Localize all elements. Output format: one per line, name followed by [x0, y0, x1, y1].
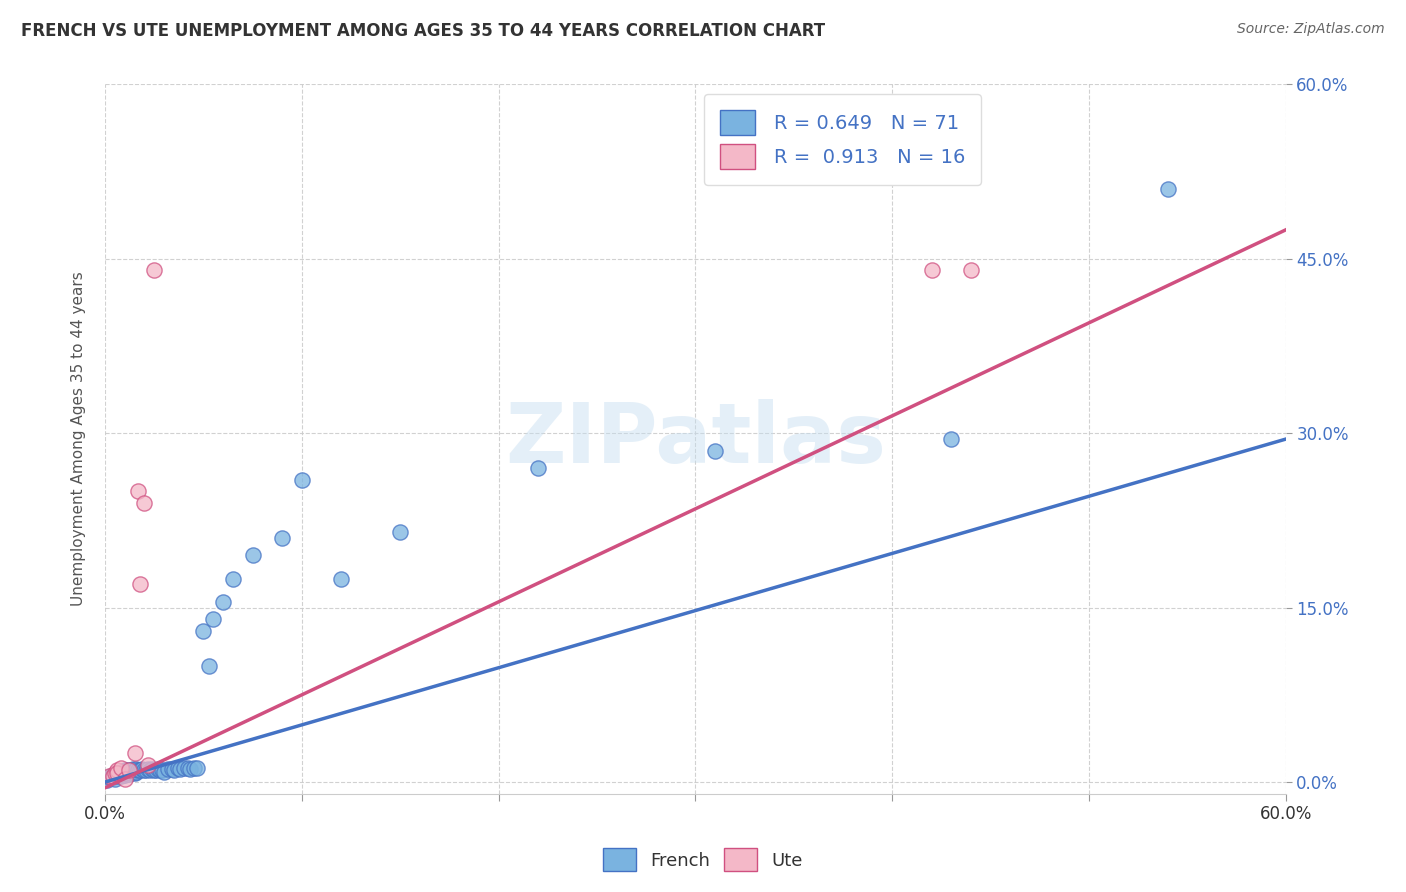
- Point: [101, 769, 124, 783]
- Point: [960, 263, 983, 277]
- Point: [115, 767, 138, 781]
- Point: [527, 461, 550, 475]
- Point: [921, 263, 943, 277]
- Point: [941, 432, 963, 446]
- Point: [127, 764, 149, 778]
- Point: [186, 761, 208, 775]
- Point: [105, 769, 128, 783]
- Point: [111, 765, 134, 780]
- Point: [121, 764, 143, 779]
- Point: [179, 762, 201, 776]
- Legend: R = 0.649   N = 71, R =  0.913   N = 16: R = 0.649 N = 71, R = 0.913 N = 16: [704, 95, 981, 185]
- Point: [114, 768, 136, 782]
- Point: [330, 572, 353, 586]
- Point: [704, 443, 727, 458]
- Point: [125, 764, 148, 779]
- Point: [143, 263, 166, 277]
- Point: [136, 762, 159, 776]
- Point: [117, 764, 139, 779]
- Point: [105, 764, 128, 778]
- Point: [125, 762, 148, 776]
- Point: [163, 764, 186, 778]
- Point: [183, 761, 205, 775]
- Point: [114, 764, 136, 778]
- Point: [105, 767, 128, 781]
- Point: [139, 764, 162, 778]
- Point: [124, 765, 146, 780]
- Text: FRENCH VS UTE UNEMPLOYMENT AMONG AGES 35 TO 44 YEARS CORRELATION CHART: FRENCH VS UTE UNEMPLOYMENT AMONG AGES 35…: [21, 22, 825, 40]
- Point: [176, 761, 198, 775]
- Point: [127, 484, 149, 499]
- Point: [141, 762, 163, 776]
- Point: [389, 524, 412, 539]
- Point: [143, 764, 166, 778]
- Text: Source: ZipAtlas.com: Source: ZipAtlas.com: [1237, 22, 1385, 37]
- Point: [134, 764, 156, 778]
- Point: [100, 769, 122, 783]
- Point: [120, 764, 142, 778]
- Point: [104, 768, 127, 782]
- Point: [97, 771, 120, 785]
- Point: [173, 761, 195, 775]
- Point: [115, 764, 138, 778]
- Point: [110, 761, 132, 775]
- Point: [105, 765, 128, 780]
- Point: [242, 549, 264, 563]
- Text: ZIPatlas: ZIPatlas: [505, 399, 886, 480]
- Point: [202, 612, 225, 626]
- Point: [117, 764, 139, 778]
- Point: [291, 473, 314, 487]
- Point: [110, 764, 132, 779]
- Point: [198, 658, 221, 673]
- Point: [160, 762, 183, 776]
- Point: [96, 772, 118, 787]
- Point: [166, 761, 188, 775]
- Point: [124, 746, 146, 760]
- Legend: French, Ute: French, Ute: [596, 841, 810, 879]
- Point: [104, 765, 127, 780]
- Point: [111, 768, 134, 782]
- Point: [135, 764, 157, 778]
- Point: [134, 496, 156, 510]
- Point: [120, 765, 142, 780]
- Point: [1157, 182, 1180, 196]
- Point: [136, 757, 159, 772]
- Point: [104, 772, 127, 786]
- Point: [104, 767, 127, 781]
- Point: [193, 624, 215, 638]
- Point: [107, 768, 129, 782]
- Point: [271, 531, 294, 545]
- Point: [114, 765, 136, 780]
- Point: [129, 764, 152, 778]
- Point: [114, 772, 136, 786]
- Point: [222, 572, 245, 586]
- Point: [101, 768, 124, 782]
- Point: [101, 771, 124, 785]
- Point: [97, 769, 120, 783]
- Point: [153, 764, 176, 779]
- Point: [121, 762, 143, 776]
- Point: [110, 767, 132, 781]
- Point: [145, 764, 167, 778]
- Point: [124, 764, 146, 778]
- Point: [131, 762, 153, 776]
- Point: [156, 762, 179, 776]
- Point: [150, 764, 173, 778]
- Point: [107, 765, 129, 780]
- Point: [117, 767, 139, 781]
- Point: [212, 595, 235, 609]
- Point: [149, 764, 172, 778]
- Point: [146, 762, 169, 776]
- Point: [169, 762, 191, 776]
- Y-axis label: Unemployment Among Ages 35 to 44 years: Unemployment Among Ages 35 to 44 years: [72, 272, 86, 607]
- Point: [129, 577, 152, 591]
- Point: [115, 764, 138, 779]
- Point: [110, 769, 132, 783]
